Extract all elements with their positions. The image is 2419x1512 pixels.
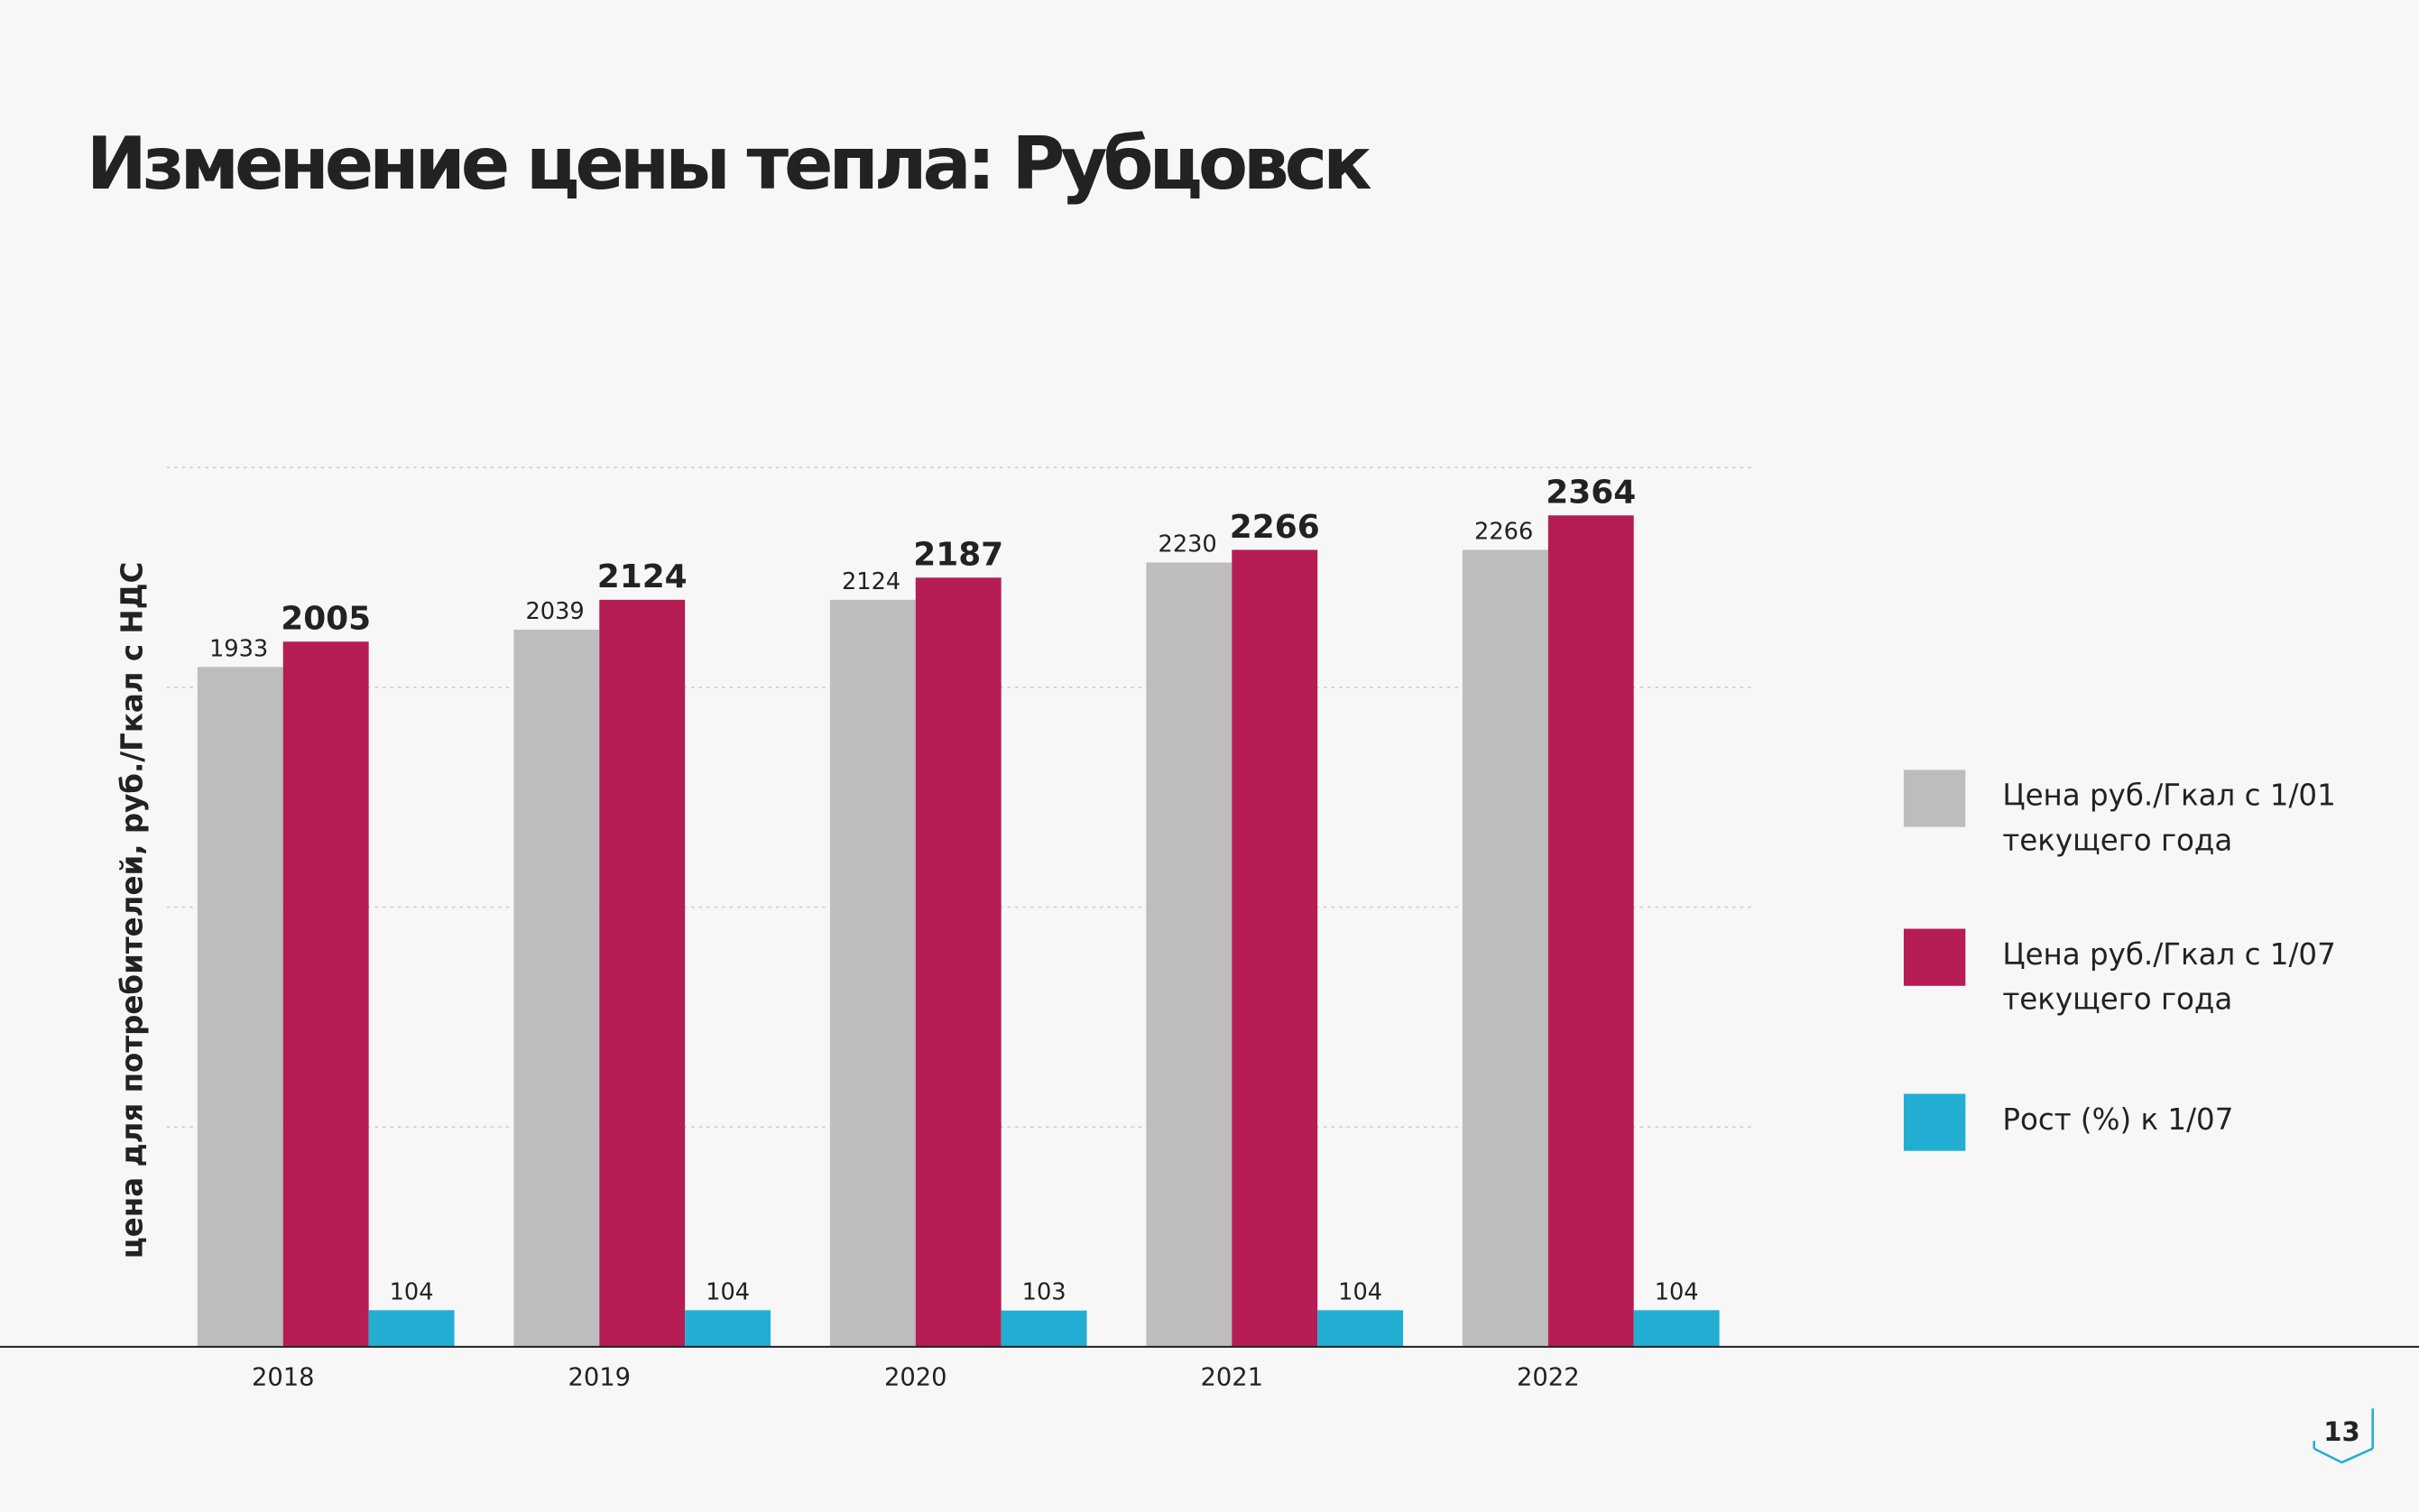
bar (915, 577, 1002, 1347)
legend-item: Цена руб./Гкал с 1/01 текущего года (2002, 779, 2336, 858)
x-tick-label: 2019 (568, 1364, 631, 1392)
data-label: 2005 (281, 601, 371, 638)
legend-label: Цена руб./Гкал с 1/01 текущего года (2002, 779, 2336, 858)
bar (513, 629, 600, 1347)
data-label: 1933 (209, 635, 268, 662)
legend-item: Рост (%) к 1/07 (2002, 1102, 2234, 1138)
data-label: 104 (1338, 1278, 1382, 1305)
data-label: 2364 (1546, 475, 1636, 512)
legend-label: Рост (%) к 1/07 (2002, 1102, 2234, 1138)
legend-label: Цена руб./Гкал с 1/07 текущего года (2002, 937, 2336, 1017)
data-label: 103 (1022, 1279, 1066, 1306)
data-label: 104 (1655, 1278, 1699, 1305)
legend-swatch (1903, 928, 1966, 986)
data-label: 2230 (1159, 531, 1217, 558)
bar (599, 599, 686, 1347)
legend-swatch (1903, 770, 1966, 827)
x-tick-label: 2021 (1200, 1364, 1263, 1392)
bar (685, 1310, 771, 1347)
bar (1317, 1310, 1404, 1347)
data-label: 2187 (913, 537, 1003, 574)
data-label: 2266 (1474, 519, 1533, 546)
data-label: 2266 (1230, 509, 1320, 546)
bar (282, 641, 369, 1347)
x-tick-label: 2022 (1517, 1364, 1580, 1392)
y-axis-label: цена для потребителей, руб./Гкал с НДС (115, 562, 149, 1259)
page-number: 13 (2323, 1416, 2359, 1447)
bar (197, 667, 283, 1347)
data-label: 2039 (525, 598, 584, 625)
data-label: 104 (706, 1278, 750, 1305)
data-label: 2124 (842, 568, 900, 595)
page-icon (2313, 1408, 2374, 1464)
x-tick-label: 2018 (252, 1364, 315, 1392)
bar (1633, 1310, 1720, 1347)
bar (1232, 549, 1318, 1347)
bar (368, 1310, 455, 1347)
bar (1462, 549, 1548, 1347)
data-label: 2124 (597, 558, 688, 595)
legend-swatch (1903, 1093, 1966, 1151)
bar (829, 599, 916, 1347)
bar (1547, 515, 1634, 1347)
chart-title: Изменение цены тепла: Рубцовск (87, 121, 1371, 206)
bar (1001, 1310, 1087, 1347)
x-tick-label: 2020 (884, 1364, 947, 1392)
bar (1146, 562, 1233, 1347)
data-label: 104 (390, 1278, 434, 1305)
legend-item: Цена руб./Гкал с 1/07 текущего года (2002, 937, 2336, 1017)
